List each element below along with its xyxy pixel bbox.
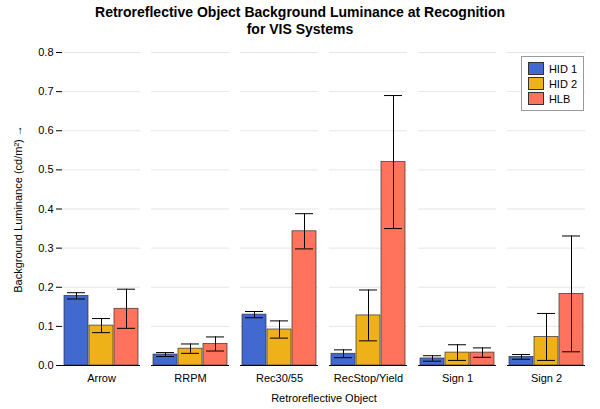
html-text:HID 1: HID 1 bbox=[548, 62, 577, 75]
svg-text:0.4: 0.4 bbox=[38, 203, 53, 215]
html-text:HID 2: HID 2 bbox=[548, 77, 577, 90]
svg-text:0.5: 0.5 bbox=[38, 163, 53, 175]
svg-text:Arrow: Arrow bbox=[87, 372, 116, 384]
svg-text:0.1: 0.1 bbox=[38, 320, 53, 332]
svg-text:Rec30/55: Rec30/55 bbox=[256, 372, 303, 384]
svg-text:RRPM: RRPM bbox=[174, 372, 206, 384]
svg-text:0.0: 0.0 bbox=[38, 359, 53, 371]
svg-text:0.6: 0.6 bbox=[38, 124, 53, 136]
svg-text:0.8: 0.8 bbox=[38, 46, 53, 58]
svg-text:Sign 2: Sign 2 bbox=[531, 372, 562, 384]
html-text:HLB: HLB bbox=[548, 92, 571, 105]
svg-text:Sign 1: Sign 1 bbox=[442, 372, 473, 384]
svg-text:0.2: 0.2 bbox=[38, 281, 53, 293]
svg-text:0.3: 0.3 bbox=[38, 242, 53, 254]
svg-text:Background Luminance (cd/m²) →: Background Luminance (cd/m²) → bbox=[12, 125, 24, 293]
svg-text:RecStop/Yield: RecStop/Yield bbox=[334, 372, 403, 384]
svg-text:0.7: 0.7 bbox=[38, 85, 53, 97]
svg-text:Retroreflective Object: Retroreflective Object bbox=[271, 392, 377, 404]
html-text:Retroreflective Object Backgro: Retroreflective Object Background Lumina… bbox=[95, 4, 505, 37]
